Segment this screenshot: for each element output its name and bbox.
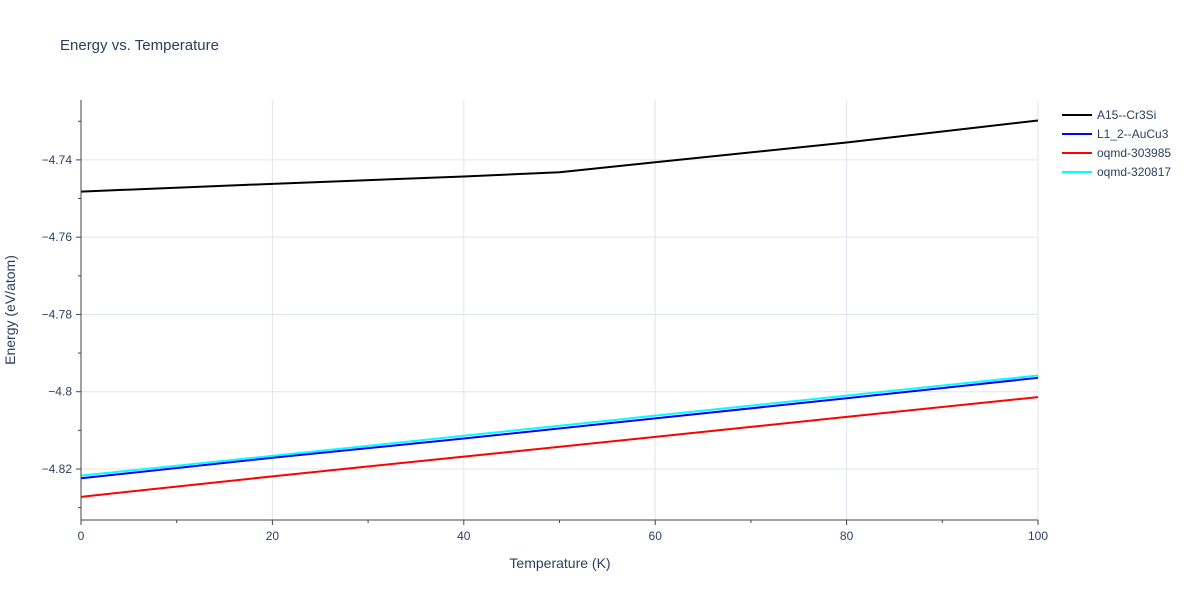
x-tick-label: 0 [78, 529, 85, 543]
series-line-oqmd-303985[interactable] [80, 396, 1039, 498]
y-tick-label: −4.74 [42, 153, 73, 167]
series-line-a15-cr3si[interactable] [80, 119, 1039, 193]
x-tick-label: 20 [266, 529, 280, 543]
x-tick-label: 40 [457, 529, 471, 543]
legend-label: oqmd-303985 [1097, 146, 1171, 160]
x-axis-title: Temperature (K) [509, 555, 610, 571]
legend-label: L1_2--AuCu3 [1097, 127, 1169, 141]
grid [81, 100, 1039, 520]
x-tick-label: 80 [840, 529, 854, 543]
legend-item[interactable]: L1_2--AuCu3 [1062, 127, 1169, 141]
legend-item[interactable]: oqmd-303985 [1062, 146, 1171, 160]
y-axis-title: Energy (eV/atom) [2, 255, 18, 365]
y-tick-label: −4.78 [42, 307, 73, 321]
legend-item[interactable]: A15--Cr3Si [1062, 108, 1156, 122]
series-line-oqmd-320817[interactable] [80, 374, 1039, 477]
legend-label: oqmd-320817 [1097, 165, 1171, 179]
series-layer [80, 119, 1039, 498]
x-tick-label: 100 [1028, 529, 1048, 543]
series-line-l1-2-aucu3[interactable] [80, 376, 1039, 480]
legend-label: A15--Cr3Si [1097, 108, 1156, 122]
legend-item[interactable]: oqmd-320817 [1062, 165, 1171, 179]
x-tick-label: 60 [649, 529, 663, 543]
legend[interactable]: A15--Cr3Si L1_2--AuCu3 oqmd-303985 oqmd-320… [1062, 108, 1171, 179]
y-tick-label: −4.8 [48, 385, 72, 399]
chart-title: Energy vs. Temperature [60, 37, 219, 54]
axes: 0 20 40 60 80 100 −4.74 −4.76 −4.78 −4.8 −4.82 [42, 100, 1048, 543]
y-tick-label: −4.76 [42, 230, 73, 244]
y-tick-label: −4.82 [42, 462, 73, 476]
